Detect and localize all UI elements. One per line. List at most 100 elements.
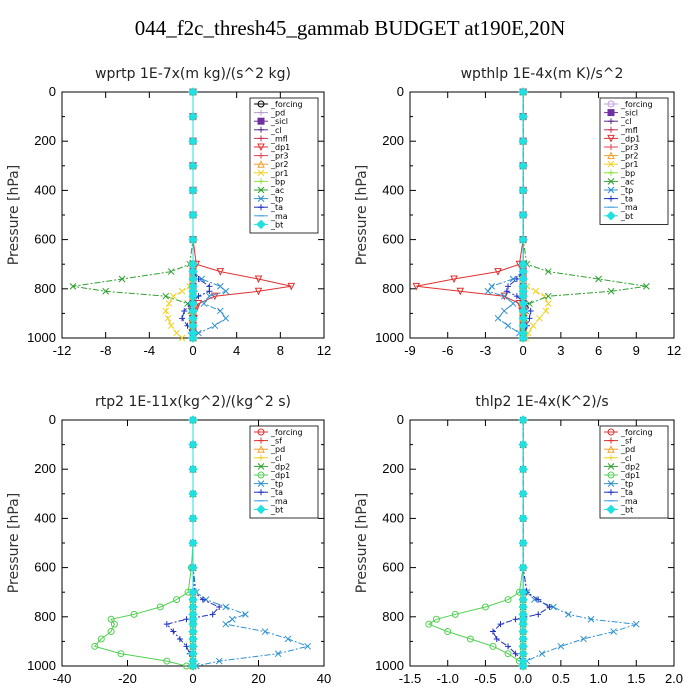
y-tick-label: 1000 (27, 658, 56, 673)
legend-label: _ac (620, 177, 634, 186)
y-axis-label: Pressure [hPa] (354, 493, 370, 593)
legend-marker (257, 169, 265, 177)
data-point-bt (188, 538, 198, 548)
legend-label: _dp1 (620, 471, 640, 480)
data-point-ac (167, 268, 175, 275)
data-point-bt (518, 538, 528, 548)
x-tick-label: 12 (317, 343, 331, 358)
legend-label: _bt (270, 505, 283, 514)
data-point-ta (181, 307, 188, 314)
data-point-bt (188, 111, 198, 122)
data-point-tp (216, 282, 224, 290)
legend-label: _forcing (620, 100, 653, 109)
data-point-ta (176, 635, 183, 642)
data-point-bt (518, 161, 528, 171)
y-tick-label: 1000 (375, 658, 404, 673)
legend-label: _bt (620, 505, 633, 514)
data-point-tp (198, 275, 206, 283)
data-point-pr1 (532, 287, 540, 295)
panel-title: wprtp 1E-7x(m kg)/(s^2 kg) (95, 66, 291, 82)
data-point-tp (509, 300, 517, 307)
data-point-pr1 (173, 329, 180, 337)
data-point-ta (527, 307, 534, 314)
legend-label: _ma (270, 497, 288, 506)
data-point-dp1 (163, 657, 171, 665)
x-tick-label: -40 (53, 671, 72, 686)
data-point-ta (216, 603, 223, 610)
data-point-pr1 (164, 314, 172, 322)
legend-marker (257, 445, 265, 453)
y-tick-label: 800 (34, 609, 56, 624)
data-point-tp (206, 292, 213, 300)
data-point-tp (587, 615, 595, 623)
data-point-tp (195, 329, 202, 337)
data-point-ta (535, 596, 542, 603)
data-point-ac (544, 268, 552, 275)
x-tick-label: -12 (53, 343, 72, 358)
data-point-bt (518, 464, 528, 474)
y-axis-label: Pressure [hPa] (6, 165, 22, 265)
data-point-dp1 (156, 603, 164, 611)
data-point-bt (518, 333, 528, 343)
panel-title: rtp2 1E-11x(kg^2)/(kg^2 s) (95, 394, 291, 410)
legend-marker (257, 480, 265, 487)
data-point-bt (518, 210, 528, 220)
data-point-pr1 (167, 322, 175, 330)
y-tick-label: 200 (34, 133, 56, 148)
legend-marker (607, 471, 615, 479)
panel-1: wprtp 1E-7x(m kg)/(s^2 kg) Pressure [hPa]… (6, 66, 331, 358)
legend-marker (607, 151, 615, 160)
data-point-tp (242, 610, 249, 618)
data-point-bt (518, 415, 528, 425)
data-point-tp (531, 596, 538, 603)
data-point-tp (261, 628, 269, 635)
data-point-pr1 (544, 300, 552, 307)
data-point-dp1 (254, 275, 263, 284)
legend-label: _bp (270, 177, 285, 186)
data-point-bt (188, 210, 198, 220)
legend-label: _bp (620, 169, 635, 178)
data-point-pr1 (536, 314, 543, 322)
x-tick-label: -9 (404, 343, 416, 358)
y-tick-label: 200 (382, 461, 404, 476)
legend-marker (607, 100, 615, 108)
panel-3: rtp2 1E-11x(kg^2)/(kg^2 s) Pressure [hPa]… (6, 394, 331, 686)
data-point-bt (518, 234, 528, 245)
legend-marker (607, 178, 615, 185)
legend-label: _sf (270, 437, 282, 446)
x-tick-label: 0.5 (552, 671, 570, 686)
data-point-ta (512, 650, 519, 657)
legend-marker (256, 219, 266, 230)
series-line-tp (487, 92, 524, 339)
data-point-tp (215, 657, 223, 665)
panel-title: thlp2 1E-4x(K^2)/s (475, 394, 608, 410)
legend-marker (608, 195, 614, 202)
legend-label: _forcing (270, 428, 303, 437)
legend-label: _ta (270, 203, 283, 212)
data-point-pr1 (165, 300, 173, 307)
data-point-bt (188, 185, 198, 196)
data-point-ta (497, 621, 504, 628)
data-point-bt (188, 234, 198, 245)
legend-marker (607, 428, 615, 436)
legend-label: _bt (620, 212, 633, 221)
data-point-bt (518, 87, 528, 97)
legend-label: _mfl (270, 134, 288, 143)
legend-marker (257, 143, 265, 152)
data-point-ac (69, 282, 77, 290)
x-tick-label: -6 (442, 343, 454, 358)
legend-label: _ac (270, 186, 284, 195)
legend-marker (257, 160, 265, 168)
legend-label: _ta (270, 488, 283, 497)
data-point-bt (188, 562, 198, 573)
data-point-tp (500, 292, 508, 300)
data-point-bt (188, 333, 198, 343)
data-point-tp (216, 307, 224, 315)
x-tick-label: 1.0 (590, 671, 608, 686)
data-point-dp1 (110, 620, 118, 628)
legend-marker (608, 118, 614, 125)
y-tick-label: 1000 (27, 330, 56, 345)
x-tick-label: 3 (557, 343, 564, 358)
data-point-dp1 (444, 628, 452, 636)
